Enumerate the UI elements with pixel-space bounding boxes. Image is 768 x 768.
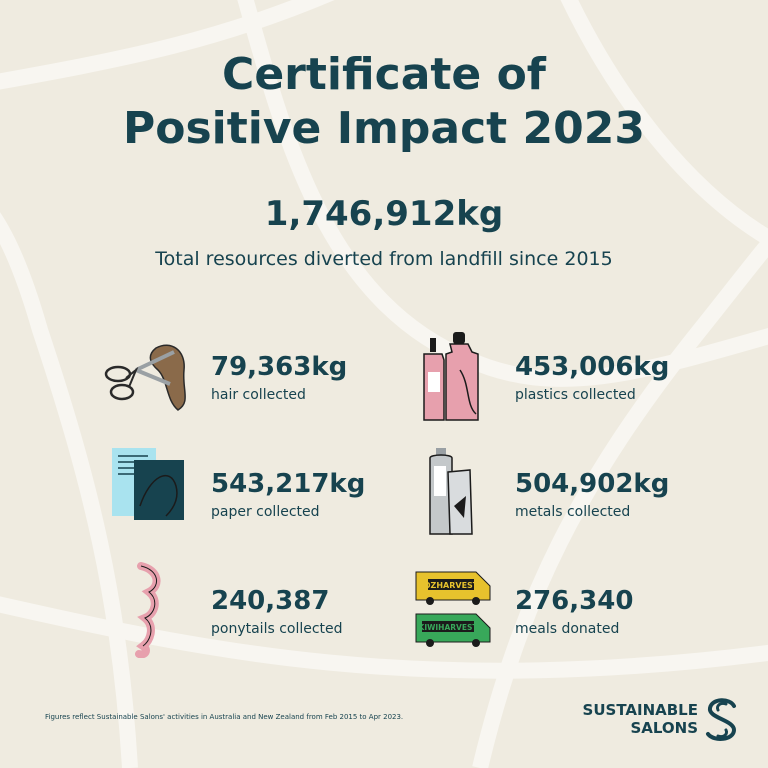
scissors-hair-icon bbox=[104, 344, 186, 411]
footnote: Figures reflect Sustainable Salons' acti… bbox=[45, 713, 404, 721]
page-title: Certificate of Positive Impact 2023 bbox=[0, 48, 768, 156]
stat-label: plastics collected bbox=[515, 387, 636, 403]
van-label-kiwi: KIWIHARVEST bbox=[419, 623, 479, 632]
stat-paper: 543,217kg paper collected bbox=[211, 468, 365, 522]
van-label-oz: OZHARVEST bbox=[424, 581, 479, 590]
stat-label: meals donated bbox=[515, 621, 620, 637]
title-line-1: Certificate of bbox=[222, 49, 546, 100]
vans-icon: OZHARVEST KIWIHARVEST bbox=[415, 571, 491, 647]
stat-value: 543,217kg bbox=[211, 469, 366, 499]
stat-value: 240,387 bbox=[211, 586, 330, 616]
ponytail-icon bbox=[135, 562, 161, 658]
title-line-2: Positive Impact 2023 bbox=[122, 103, 645, 154]
stat-label: paper collected bbox=[211, 504, 320, 520]
brand-line-2: SALONS bbox=[630, 719, 698, 737]
total-label: Total resources diverted from landfill s… bbox=[155, 248, 613, 270]
total-value: 1,746,912kg bbox=[264, 194, 504, 234]
stat-value: 504,902kg bbox=[515, 469, 670, 499]
stat-metals: 504,902kg metals collected bbox=[515, 468, 669, 522]
stat-value: 79,363kg bbox=[211, 352, 348, 382]
spray-can-icon bbox=[429, 448, 473, 535]
stat-value: 453,006kg bbox=[515, 352, 670, 382]
stat-hair: 79,363kg hair collected bbox=[211, 351, 347, 405]
stat-label: metals collected bbox=[515, 504, 631, 520]
bottles-icon bbox=[423, 332, 479, 421]
stat-label: hair collected bbox=[211, 387, 306, 403]
brand-s-logo-icon bbox=[706, 698, 737, 741]
stat-meals: 276,340 meals donated bbox=[515, 585, 633, 639]
paper-icon bbox=[112, 448, 184, 520]
brand-name: SUSTAINABLE SALONS bbox=[566, 701, 698, 737]
stat-plastics: 453,006kg plastics collected bbox=[515, 351, 669, 405]
stat-ponytails: 240,387 ponytails collected bbox=[211, 585, 343, 639]
stat-label: ponytails collected bbox=[211, 621, 343, 637]
brand-line-1: SUSTAINABLE bbox=[582, 701, 698, 719]
stat-value: 276,340 bbox=[515, 586, 634, 616]
